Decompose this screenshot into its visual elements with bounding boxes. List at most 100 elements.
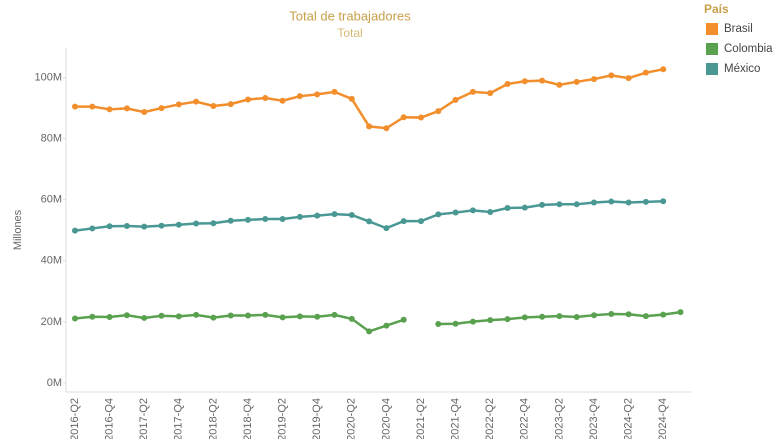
legend-label: Brasil (724, 23, 753, 35)
x-tick-label: 2016-Q2 (69, 398, 81, 439)
point (296, 313, 303, 320)
point (262, 215, 269, 222)
point (539, 201, 546, 208)
point (314, 91, 321, 98)
point (591, 76, 597, 83)
point (487, 90, 494, 97)
point (296, 93, 303, 100)
point (210, 220, 217, 227)
point (521, 78, 528, 85)
point (123, 312, 130, 319)
point (642, 198, 649, 205)
x-tick-label: 2021-Q2 (415, 398, 427, 439)
x-tick-label: 2022-Q2 (484, 398, 496, 439)
chart-subtitle: Total (337, 26, 362, 40)
point (366, 328, 373, 335)
point (158, 105, 165, 112)
y-tick-label: 40M (41, 255, 62, 267)
point (400, 218, 407, 225)
x-tick-label: 2018-Q2 (207, 398, 219, 439)
legend-label: México (724, 63, 760, 75)
point (331, 88, 338, 95)
point (141, 314, 148, 321)
point (521, 314, 528, 321)
point (158, 312, 165, 319)
point (72, 103, 78, 110)
point (331, 311, 338, 318)
point (608, 72, 615, 79)
x-tick-label: 2024-Q4 (657, 398, 669, 439)
point (608, 198, 615, 205)
point (279, 314, 286, 321)
point (677, 309, 684, 316)
y-axis-title: Millones (12, 209, 24, 250)
point (469, 207, 476, 214)
x-tick-label: 2019-Q4 (311, 398, 323, 439)
point (296, 213, 303, 220)
point (158, 222, 165, 229)
point (435, 108, 442, 115)
y-tick-label: 20M (41, 316, 62, 328)
point (245, 312, 251, 319)
legend-title: País (704, 2, 729, 16)
x-tick-label: 2017-Q4 (173, 398, 185, 439)
point (89, 225, 96, 232)
point (469, 318, 476, 325)
x-tick-label: 2016-Q4 (104, 398, 116, 439)
y-tick-label: 0M (47, 377, 62, 389)
point (573, 78, 580, 85)
point (106, 314, 113, 321)
point (348, 315, 355, 322)
point (262, 95, 269, 102)
point (435, 321, 442, 328)
point (279, 215, 286, 222)
point (348, 212, 355, 218)
point (262, 311, 269, 318)
point (383, 225, 390, 232)
series-line (75, 68, 664, 130)
point (556, 201, 563, 208)
point (72, 315, 78, 322)
point (72, 227, 78, 234)
point (175, 313, 182, 320)
point (642, 313, 649, 320)
point (452, 320, 459, 327)
x-tick-label: 2019-Q2 (277, 398, 289, 439)
point (660, 311, 667, 318)
point (591, 312, 597, 319)
point (89, 103, 96, 110)
legend-swatch (706, 63, 718, 75)
x-tick-label: 2023-Q4 (588, 398, 600, 439)
point (227, 312, 234, 319)
point (227, 217, 234, 224)
point (348, 95, 355, 102)
point (452, 96, 459, 103)
point (141, 109, 148, 116)
legend-label: Colombia (724, 43, 773, 55)
point (418, 218, 424, 225)
point (591, 199, 597, 206)
point (366, 218, 373, 225)
point (608, 310, 615, 317)
series-line (74, 310, 681, 333)
point (383, 322, 390, 329)
point (539, 77, 546, 84)
x-tick-label: 2022-Q4 (519, 398, 531, 439)
y-tick-label: 80M (41, 133, 62, 145)
point (504, 316, 511, 323)
point (210, 102, 217, 109)
point (210, 314, 217, 321)
y-tick-label: 100M (34, 71, 62, 83)
point (435, 211, 442, 218)
point (193, 220, 200, 227)
point (625, 311, 632, 318)
point (123, 105, 130, 112)
point (383, 125, 390, 132)
point (175, 221, 182, 228)
point (573, 314, 580, 321)
point (314, 313, 321, 320)
point (539, 313, 546, 320)
point (573, 201, 580, 208)
point (331, 211, 338, 218)
point (521, 204, 528, 211)
